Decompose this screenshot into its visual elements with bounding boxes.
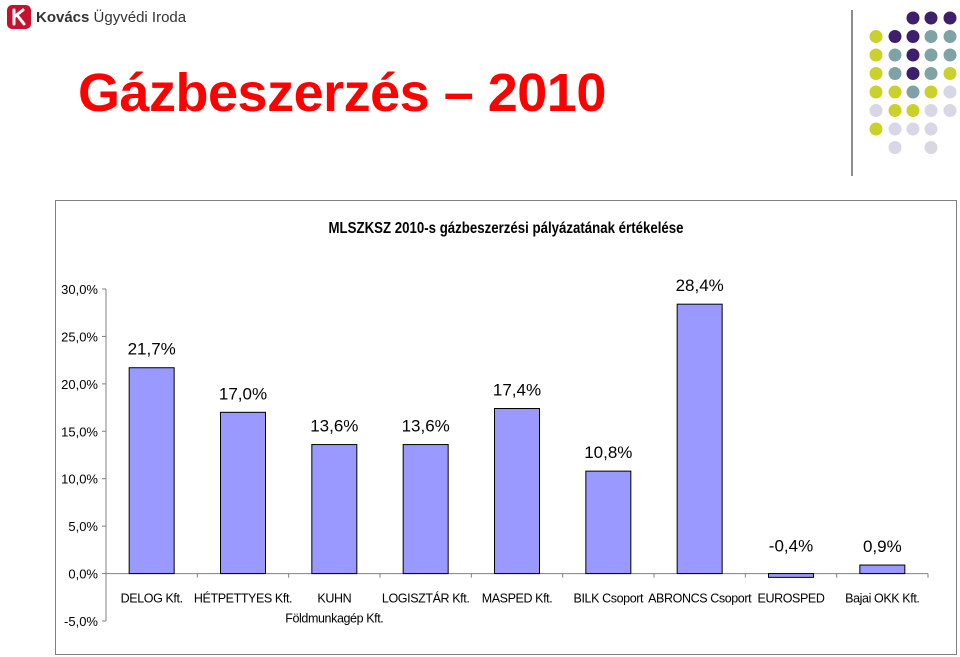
decorative-dot: [943, 30, 957, 43]
decorative-dot: [869, 30, 883, 43]
firm-name: Kovács Ügyvédi Iroda: [36, 9, 186, 26]
decorative-dot: [888, 141, 902, 154]
data-label: 0,9%: [863, 537, 902, 556]
decorative-dot: [924, 85, 938, 99]
data-label: 17,4%: [493, 381, 541, 400]
y-tick-label: -5,0%: [64, 614, 98, 629]
data-label: 13,6%: [310, 417, 358, 436]
decorative-dot: [943, 11, 957, 25]
firm-logo: Kovács Ügyvédi Iroda: [6, 4, 186, 30]
decorative-dot: [943, 104, 957, 117]
firm-name-rest: Ügyvédi Iroda: [93, 8, 187, 26]
data-label: 13,6%: [402, 417, 450, 436]
decorative-dot: [906, 67, 920, 80]
bar: [859, 564, 906, 575]
decorative-dot: [943, 48, 957, 62]
chart-title: MLSZKSZ 2010-s gázbeszerzési pályázatána…: [329, 220, 684, 237]
decorative-dot: [924, 11, 938, 25]
decorative-dot: [906, 85, 920, 99]
decorative-dot: [869, 85, 883, 99]
y-tick-label: 20,0%: [61, 377, 98, 392]
decorative-dot: [924, 48, 938, 62]
x-category-label: DELOG Kft.: [121, 592, 183, 606]
decorative-dot: [888, 48, 902, 62]
decorative-dot: [924, 30, 938, 43]
decorative-dot: [943, 67, 957, 80]
bar: [128, 367, 175, 575]
bar: [585, 470, 632, 575]
bar-chart: MLSZKSZ 2010-s gázbeszerzési pályázatána…: [61, 220, 929, 629]
bar: [676, 303, 723, 575]
x-category-label: KUHN: [317, 592, 351, 606]
decorative-dot: [943, 85, 957, 99]
x-category-label: Földmunkagép Kft.: [285, 612, 383, 626]
y-tick-label: 15,0%: [61, 424, 98, 439]
decorative-dot: [869, 104, 883, 117]
x-category-label: BILK Csoport: [574, 592, 644, 606]
y-tick-label: 0,0%: [68, 567, 98, 582]
decorative-dot: [906, 11, 920, 25]
decorative-dot: [924, 104, 938, 117]
decorative-dot: [888, 30, 902, 43]
decorative-dot: [906, 122, 920, 136]
x-category-label: HÉTPETTYES Kft.: [194, 591, 292, 606]
y-tick-label: 10,0%: [61, 472, 98, 487]
data-label: -0,4%: [769, 537, 813, 556]
firm-logo-icon: [7, 5, 31, 29]
decorative-dot: [869, 122, 883, 136]
decorative-dot: [888, 67, 902, 80]
bar: [402, 444, 449, 575]
data-label: 21,7%: [128, 340, 176, 359]
bar: [311, 444, 358, 575]
y-tick-label: 30,0%: [61, 282, 98, 297]
decorative-dot: [888, 104, 902, 117]
slide-title: Gázbeszerzés – 2010: [78, 63, 606, 123]
y-tick-label: 5,0%: [68, 519, 98, 534]
x-category-label: ABRONCS Csoport: [648, 592, 752, 606]
decorative-dot: [924, 141, 938, 154]
decorative-dot: [924, 67, 938, 80]
firm-name-bold: Kovács: [36, 8, 90, 26]
x-category-label: LOGISZTÁR Kft.: [382, 591, 469, 606]
data-label: 28,4%: [676, 276, 724, 295]
x-category-label: Bajai OKK Kft.: [845, 592, 919, 606]
x-category-label: EUROSPED: [758, 592, 825, 606]
x-category-label: MASPED Kft.: [482, 592, 553, 606]
decorative-dot: [869, 67, 883, 80]
decorative-dot: [869, 48, 883, 62]
data-label: 10,8%: [584, 443, 632, 462]
chart-frame: MLSZKSZ 2010-s gázbeszerzési pályázatána…: [55, 200, 957, 655]
decorative-dot: [906, 104, 920, 117]
bar: [768, 573, 814, 578]
data-label: 17,0%: [219, 384, 267, 403]
decorative-divider: [851, 10, 853, 176]
bar: [220, 411, 266, 575]
bar: [494, 408, 540, 575]
y-tick-label: 25,0%: [61, 329, 98, 344]
decorative-dot: [906, 48, 920, 62]
decorative-dot: [924, 122, 938, 136]
decorative-dot: [888, 122, 902, 136]
decorative-dot: [906, 30, 920, 43]
decorative-dot: [888, 85, 902, 99]
